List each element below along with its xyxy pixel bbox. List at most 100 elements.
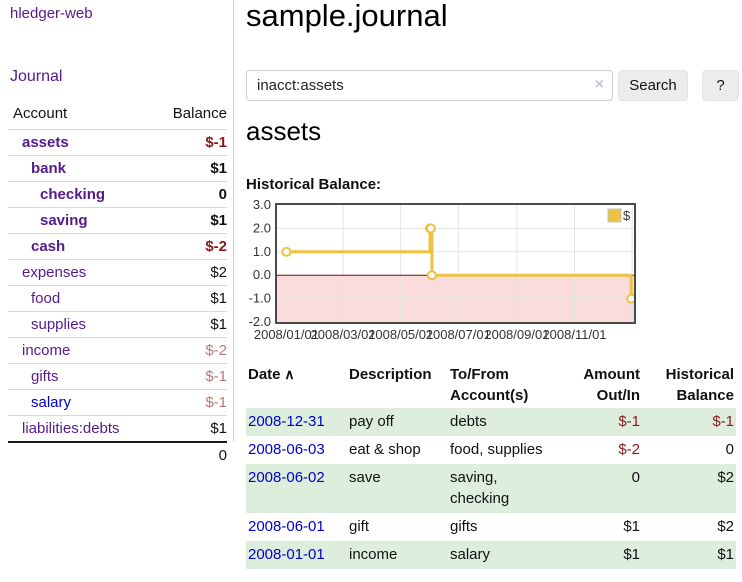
transaction-balance: 0 xyxy=(725,441,734,458)
y-axis-tick: 3.0 xyxy=(253,198,271,212)
account-link[interactable]: checking xyxy=(40,186,106,203)
historical-balance-chart: $3.0 2.0 1.0 0.0 -1.0 -2.0 2008/01/01 2008/03/0… xyxy=(240,197,710,350)
search-input[interactable] xyxy=(246,70,613,101)
account-row: assets $-1 xyxy=(8,129,227,156)
account-row: supplies $1 xyxy=(8,311,227,338)
account-balance: $-1 xyxy=(155,129,227,156)
transaction-description: pay off xyxy=(349,413,394,430)
account-link[interactable]: liabilities:debts xyxy=(22,420,120,437)
transaction-description: gift xyxy=(349,518,370,535)
transaction-accounts: food, supplies xyxy=(450,441,543,458)
x-axis-tick: 2008/09/01 xyxy=(484,327,549,342)
account-name-cell: salary xyxy=(8,389,156,416)
register-header-date[interactable]: Date ∧ xyxy=(248,366,295,383)
register-header-description: Description xyxy=(349,366,432,383)
transaction-date-link[interactable]: 2008-06-02 xyxy=(248,469,325,486)
accounts-header-row: Account Balance xyxy=(8,102,227,130)
account-row: expenses $2 xyxy=(8,259,227,286)
account-link[interactable]: saving xyxy=(40,212,88,229)
y-axis-tick: 0.0 xyxy=(253,267,271,282)
account-row: bank $1 xyxy=(8,155,227,182)
account-heading: assets xyxy=(246,116,322,146)
data-point-marker xyxy=(281,246,292,257)
x-axis-tick: 2008/03/01 xyxy=(311,327,376,342)
transaction-accounts: debts xyxy=(450,413,487,430)
transaction-amount: $1 xyxy=(623,546,640,563)
account-link[interactable]: supplies xyxy=(31,316,87,333)
transaction-balance: $2 xyxy=(717,518,734,535)
sidebar: hledger-web Journal Account Balance asse… xyxy=(0,0,234,468)
data-point-marker xyxy=(425,223,436,234)
account-link[interactable]: assets xyxy=(22,134,69,151)
transaction-balance: $1 xyxy=(717,546,734,563)
legend-label: $ xyxy=(623,208,631,223)
search-button[interactable]: Search xyxy=(618,70,688,101)
account-row: salary $-1 xyxy=(8,389,227,416)
account-balance: $-1 xyxy=(155,363,227,390)
account-name-cell: liabilities:debts xyxy=(8,415,156,442)
transaction-row: 2008-06-03 eat & shop food, supplies $-2 0 xyxy=(246,436,736,464)
sidebar-item-journal[interactable]: Journal xyxy=(10,68,63,85)
y-axis-tick: 1.0 xyxy=(253,244,271,259)
transaction-balance: $2 xyxy=(717,469,734,486)
x-axis-tick: 2008/01/01 xyxy=(254,327,319,342)
transaction-description: income xyxy=(349,546,398,563)
account-name-cell: supplies xyxy=(8,311,156,338)
y-axis-tick: 2.0 xyxy=(253,220,271,235)
x-axis-tick: 2008/05/01 xyxy=(368,327,433,342)
transaction-date-link[interactable]: 2008-12-31 xyxy=(248,413,325,430)
account-name-cell: assets xyxy=(8,129,156,156)
clear-search-icon[interactable]: × xyxy=(594,76,604,93)
accounts-table-body: assets $-1 bank $1 checking 0 saving $1 cash $-2 e… xyxy=(8,129,227,442)
account-row: food $1 xyxy=(8,285,227,312)
brand-link[interactable]: hledger-web xyxy=(10,5,93,22)
account-link[interactable]: bank xyxy=(31,160,67,177)
account-link[interactable]: expenses xyxy=(22,264,87,281)
account-name-cell: bank xyxy=(8,155,156,182)
help-button[interactable]: ? xyxy=(702,70,739,101)
accounts-header-account: Account xyxy=(13,105,68,122)
account-row: gifts $-1 xyxy=(8,363,227,390)
page-title: sample.journal xyxy=(246,0,448,33)
account-row: liabilities:debts $1 xyxy=(8,415,227,442)
accounts-total-spacer xyxy=(8,441,156,468)
x-axis-tick: 2008/07/01 xyxy=(426,327,491,342)
account-balance: 0 xyxy=(155,181,227,208)
transaction-amount: 0 xyxy=(631,469,640,486)
transaction-row: 2008-06-01 gift gifts $1 $2 xyxy=(246,513,736,541)
account-link[interactable]: gifts xyxy=(31,368,59,385)
register-header-row: Date ∧ Description To/From Account(s) Amoun… xyxy=(246,362,736,408)
account-name-cell: cash xyxy=(8,233,156,260)
transaction-date-link[interactable]: 2008-06-03 xyxy=(248,441,325,458)
register-body: 2008-12-31 pay off debts $-1 $-1 2008-06-03 ea… xyxy=(246,408,736,569)
transaction-date-link[interactable]: 2008-01-01 xyxy=(248,546,325,563)
transaction-amount: $1 xyxy=(623,518,640,535)
y-axis-tick: -1.0 xyxy=(249,291,271,306)
accounts-total-value: 0 xyxy=(155,441,227,468)
transaction-row: 2008-01-01 income salary $1 $1 xyxy=(246,541,736,569)
transaction-date-link[interactable]: 2008-06-01 xyxy=(248,518,325,535)
account-row: saving $1 xyxy=(8,207,227,234)
search-box: × xyxy=(246,70,613,101)
account-balance: $-1 xyxy=(155,389,227,416)
account-link[interactable]: income xyxy=(22,342,71,359)
account-balance: $-2 xyxy=(155,233,227,260)
account-name-cell: gifts xyxy=(8,363,156,390)
transaction-description: save xyxy=(349,469,381,486)
y-axis-tick: -2.0 xyxy=(249,314,271,329)
account-name-cell: saving xyxy=(8,207,156,234)
account-name-cell: expenses xyxy=(8,259,156,286)
account-link[interactable]: salary xyxy=(31,394,72,411)
data-point-marker xyxy=(426,270,437,281)
chart-title: Historical Balance: xyxy=(246,176,382,193)
account-row: income $-2 xyxy=(8,337,227,364)
transaction-accounts: gifts xyxy=(450,518,478,535)
transaction-amount: $-2 xyxy=(618,441,640,458)
transaction-accounts: saving, checking xyxy=(450,469,510,507)
account-name-cell: food xyxy=(8,285,156,312)
account-link[interactable]: cash xyxy=(31,238,66,255)
transaction-row: 2008-12-31 pay off debts $-1 $-1 xyxy=(246,408,736,436)
account-link[interactable]: food xyxy=(31,290,61,307)
account-row: checking 0 xyxy=(8,181,227,208)
account-balance: $1 xyxy=(155,415,227,442)
